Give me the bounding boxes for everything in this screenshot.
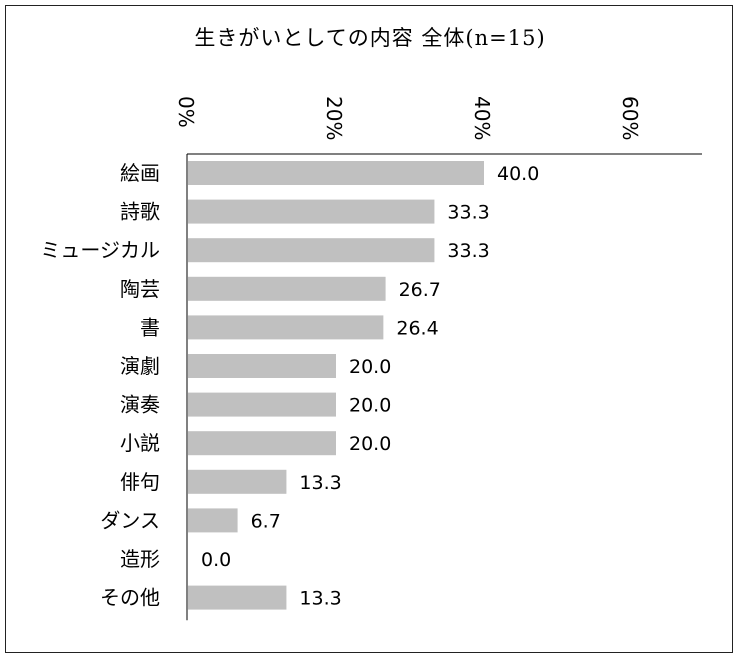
chart-frame xyxy=(5,5,733,653)
bar xyxy=(188,585,287,610)
category-label: ダンス xyxy=(100,508,160,532)
x-tick-label: 0% xyxy=(174,96,198,128)
value-label: 13.3 xyxy=(299,472,341,494)
bar xyxy=(188,469,287,494)
x-tick-label: 40% xyxy=(470,96,494,140)
bar xyxy=(188,238,435,263)
category-label: 俳句 xyxy=(120,470,160,494)
value-label: 33.3 xyxy=(447,240,489,262)
value-label: 40.0 xyxy=(497,163,539,185)
chart-title: 生きがいとしての内容 全体(n=15) xyxy=(194,26,546,50)
value-label: 20.0 xyxy=(349,395,391,417)
bar xyxy=(188,199,435,224)
bar xyxy=(188,276,386,301)
value-label: 26.7 xyxy=(399,279,441,301)
category-label: 演奏 xyxy=(120,393,160,417)
category-label: 陶芸 xyxy=(120,277,160,301)
bar xyxy=(188,354,336,378)
bars xyxy=(188,161,484,610)
category-label: 絵画 xyxy=(120,161,160,185)
value-label: 33.3 xyxy=(447,202,489,224)
x-tick-label: 20% xyxy=(322,96,346,140)
value-labels: 40.033.333.326.726.420.020.020.013.36.70… xyxy=(201,163,539,610)
bar xyxy=(188,431,336,456)
x-axis-ticks: 0% 20% 40% 60% xyxy=(174,96,642,140)
category-label: 造形 xyxy=(120,547,160,571)
value-label: 6.7 xyxy=(251,510,281,532)
category-label: 小説 xyxy=(120,431,160,455)
x-tick-label: 60% xyxy=(618,96,642,140)
value-label: 26.4 xyxy=(396,317,438,339)
value-label: 20.0 xyxy=(349,433,391,455)
category-label: 演劇 xyxy=(120,354,160,378)
value-label: 13.3 xyxy=(299,588,341,610)
category-label: 詩歌 xyxy=(120,200,160,224)
category-label: 書 xyxy=(140,315,160,339)
bar xyxy=(188,508,238,533)
value-label: 20.0 xyxy=(349,356,391,378)
axes xyxy=(186,153,702,621)
value-label: 0.0 xyxy=(201,549,231,571)
category-label: ミュージカル xyxy=(40,238,160,262)
bar xyxy=(188,315,384,340)
bar xyxy=(188,392,336,417)
category-label: その他 xyxy=(100,586,160,610)
bar xyxy=(188,161,484,185)
